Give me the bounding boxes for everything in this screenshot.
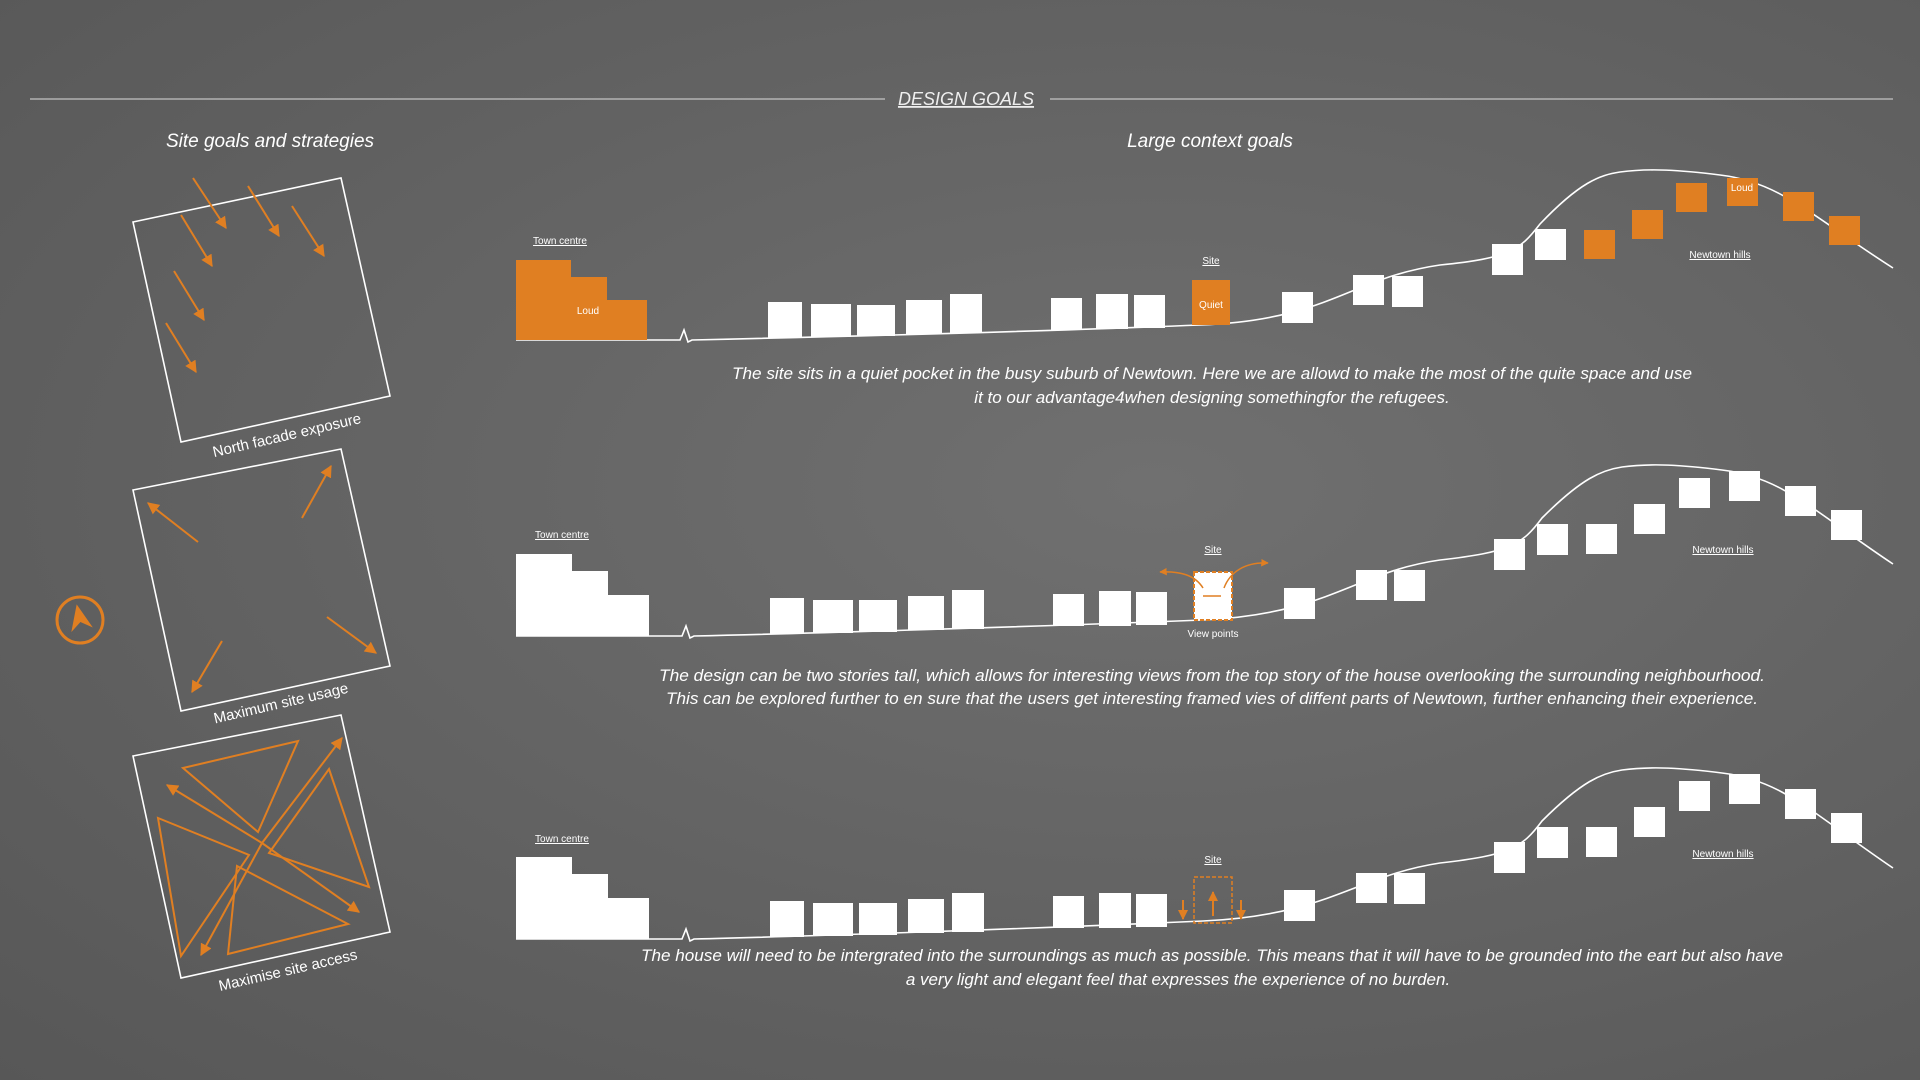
town-buildings: [516, 260, 647, 340]
access-arrows-icon: [165, 737, 360, 957]
town-buildings: [516, 554, 649, 636]
section-text-line2: a very light and elegant feel that expre…: [906, 970, 1450, 989]
town-label: Town centre: [535, 834, 589, 845]
hills-label: Newtown hills: [1689, 250, 1750, 261]
page-title: DESIGN GOALS: [898, 89, 1034, 109]
hills-buildings: [1584, 178, 1860, 259]
site-view-marker: [1159, 558, 1269, 621]
context-section-views: Town centre Site View points Newtown hil…: [516, 464, 1894, 708]
view-arrow-left-icon: [1159, 567, 1204, 589]
context-section-noise: Town centre Loud Site Quiet Loud Newtown…: [516, 169, 1894, 407]
hills-label: Newtown hills: [1692, 849, 1753, 860]
town-label: Town centre: [533, 236, 587, 247]
section-text-line2: This can be explored further to en sure …: [666, 689, 1758, 708]
site-label: Site: [1202, 256, 1220, 267]
context-section-grounding: Town centre Site Newtown hills The house…: [516, 767, 1894, 989]
site-noise-label: Quiet: [1199, 300, 1223, 311]
house-blocks: [770, 774, 1862, 937]
section-text-line2: it to our advantage4when designing somet…: [974, 388, 1449, 407]
site-label: Site: [1204, 855, 1222, 866]
hills-label: Newtown hills: [1692, 545, 1753, 556]
section-text-line1: The house will need to be intergrated in…: [641, 946, 1783, 965]
expand-arrows-icon: [147, 464, 377, 694]
town-buildings: [516, 857, 649, 939]
site-outline: [132, 448, 391, 712]
view-arrow-right-icon: [1223, 558, 1269, 589]
house-blocks: [770, 471, 1862, 634]
header: DESIGN GOALS: [30, 89, 1893, 109]
site-label: Site: [1204, 545, 1222, 556]
site-outline: [132, 177, 391, 443]
north-arrow-icon: [55, 595, 105, 645]
diagram-north-facade: North facade exposure: [132, 177, 391, 461]
view-points-label: View points: [1188, 629, 1239, 640]
diagram-site-usage: Maximum site usage: [132, 448, 391, 728]
diagram-site-access: Maximise site access: [132, 714, 391, 995]
site-block: [1192, 280, 1230, 325]
left-panel: Site goals and strategies North facade e…: [55, 131, 391, 995]
site-ground-marker: [1178, 876, 1246, 924]
hills-noise-label: Loud: [1731, 183, 1753, 194]
right-heading: Large context goals: [1127, 131, 1293, 152]
left-heading: Site goals and strategies: [166, 131, 375, 152]
diagram-caption: Maximum site usage: [212, 680, 350, 728]
town-label: Town centre: [535, 530, 589, 541]
town-noise-label: Loud: [577, 306, 599, 317]
sun-arrows-icon: [165, 177, 325, 374]
house-blocks: [768, 229, 1566, 338]
terrain-line: [516, 169, 1894, 344]
section-text-line1: The site sits in a quiet pocket in the b…: [732, 364, 1692, 383]
section-text-line1: The design can be two stories tall, whic…: [659, 666, 1765, 685]
access-triangles-icon: [156, 739, 371, 959]
site-outline: [132, 714, 391, 979]
